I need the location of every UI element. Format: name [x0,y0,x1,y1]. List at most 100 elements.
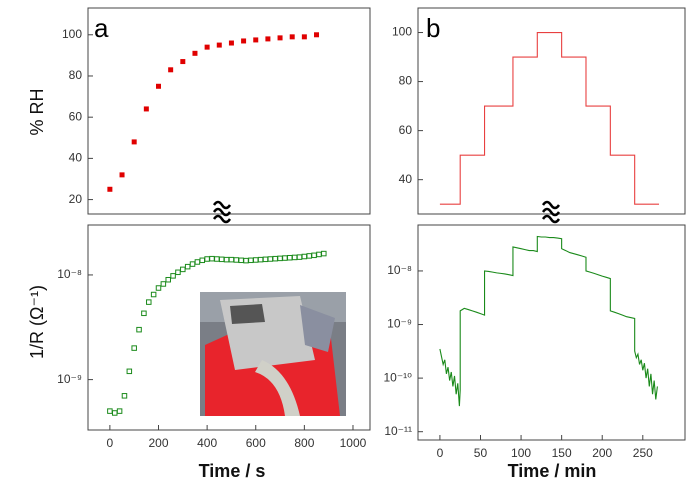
data-point [184,263,191,270]
data-point [277,255,283,262]
x-tick-label: 0 [107,436,114,450]
x-tick-label: 100 [511,446,531,460]
data-point [252,257,259,263]
data-point [170,273,176,279]
data-point [111,410,118,416]
inset-photo [200,292,346,416]
panel: 10⁻¹¹ 10⁻¹⁰ 10⁻⁹ 10⁻⁸ 0 50 100 150 200 250 [384,224,686,460]
data-point [233,257,240,263]
data-point [267,256,274,262]
data-point [218,256,225,263]
data-point [168,67,174,73]
data-point [204,256,210,262]
data-point [289,34,295,40]
y-tick-label: 80 [69,68,83,82]
axis-break [541,200,561,224]
x-tick-label: 200 [148,436,168,450]
data-point [311,252,317,259]
data-point [291,254,298,261]
data-point [146,299,152,305]
data-point [272,255,278,262]
x-tick-label: 800 [294,436,314,450]
data-point [296,254,303,260]
data-line [439,31,660,205]
data-point [175,269,181,276]
data-point [180,59,186,65]
data-point [116,408,123,414]
data-point [277,35,283,41]
data-point [155,285,162,291]
data-point [160,281,167,287]
x-axis-label: Time / s [199,461,266,481]
data-point [282,255,288,261]
data-point [238,257,244,264]
y-axis-label: 1/R (Ω⁻¹) [27,285,47,359]
x-tick-label: 600 [246,436,266,450]
data-point [228,256,235,263]
y-tick-label: 100 [392,25,412,39]
data-point [194,259,201,265]
x-tick-label: 250 [633,446,653,460]
panel: 20 40 60 80 100 [62,7,371,215]
data-point [156,83,161,89]
y-tick-label: 80 [399,74,413,88]
data-point [150,291,157,298]
y-axis-label: % RH [27,88,47,135]
x-tick-label: 50 [474,446,488,460]
data-point [165,276,171,283]
plot-frame [87,7,371,215]
y-tick-label: 10⁻⁹ [57,372,82,386]
plot-frame [87,224,371,431]
data-point [216,42,222,48]
plot-frame [417,7,686,215]
data-point [253,37,259,43]
data-point [107,186,113,192]
data-point [301,34,307,40]
data-point [223,256,230,263]
data-point [119,172,125,178]
panel: 10⁻⁹ 10⁻⁸ 0 200 400 600 800 1000 [57,224,371,450]
panel-label: b [426,13,440,43]
data-point [301,253,308,260]
data-point [189,261,196,267]
x-tick-label: 1000 [340,436,367,450]
data-point [265,36,271,42]
axis-break [212,200,232,224]
x-tick-label: 150 [552,446,572,460]
data-point [209,255,215,262]
data-point [248,257,254,264]
y-tick-label: 100 [62,27,82,41]
plot-frame [417,224,686,441]
data-point [214,256,220,262]
x-axis-label: Time / min [508,461,597,481]
data-point [131,139,137,145]
data-point [243,257,249,264]
data-point [228,40,234,46]
data-point [204,44,210,50]
x-tick-label: 200 [592,446,612,460]
data-point [316,251,322,258]
data-point [143,106,149,112]
y-tick-label: 40 [399,172,413,186]
y-tick-label: 10⁻¹⁰ [384,370,413,384]
data-point [121,393,128,399]
data-point [131,345,137,351]
data-point [287,254,293,261]
y-tick-label: 20 [69,192,83,206]
data-point [257,256,264,263]
y-tick-label: 60 [399,123,413,137]
data-point [192,50,198,56]
panel-label: a [94,13,109,43]
data-point [321,250,327,257]
data-point [126,368,133,375]
data-point [180,266,186,273]
data-point [306,253,312,259]
data-point [141,310,147,317]
y-tick-label: 10⁻⁸ [387,263,412,277]
data-point [107,408,113,414]
y-tick-label: 60 [69,109,83,123]
data-point [199,257,206,264]
x-tick-label: 400 [197,436,217,450]
data-line [439,235,658,407]
data-point [262,256,269,263]
